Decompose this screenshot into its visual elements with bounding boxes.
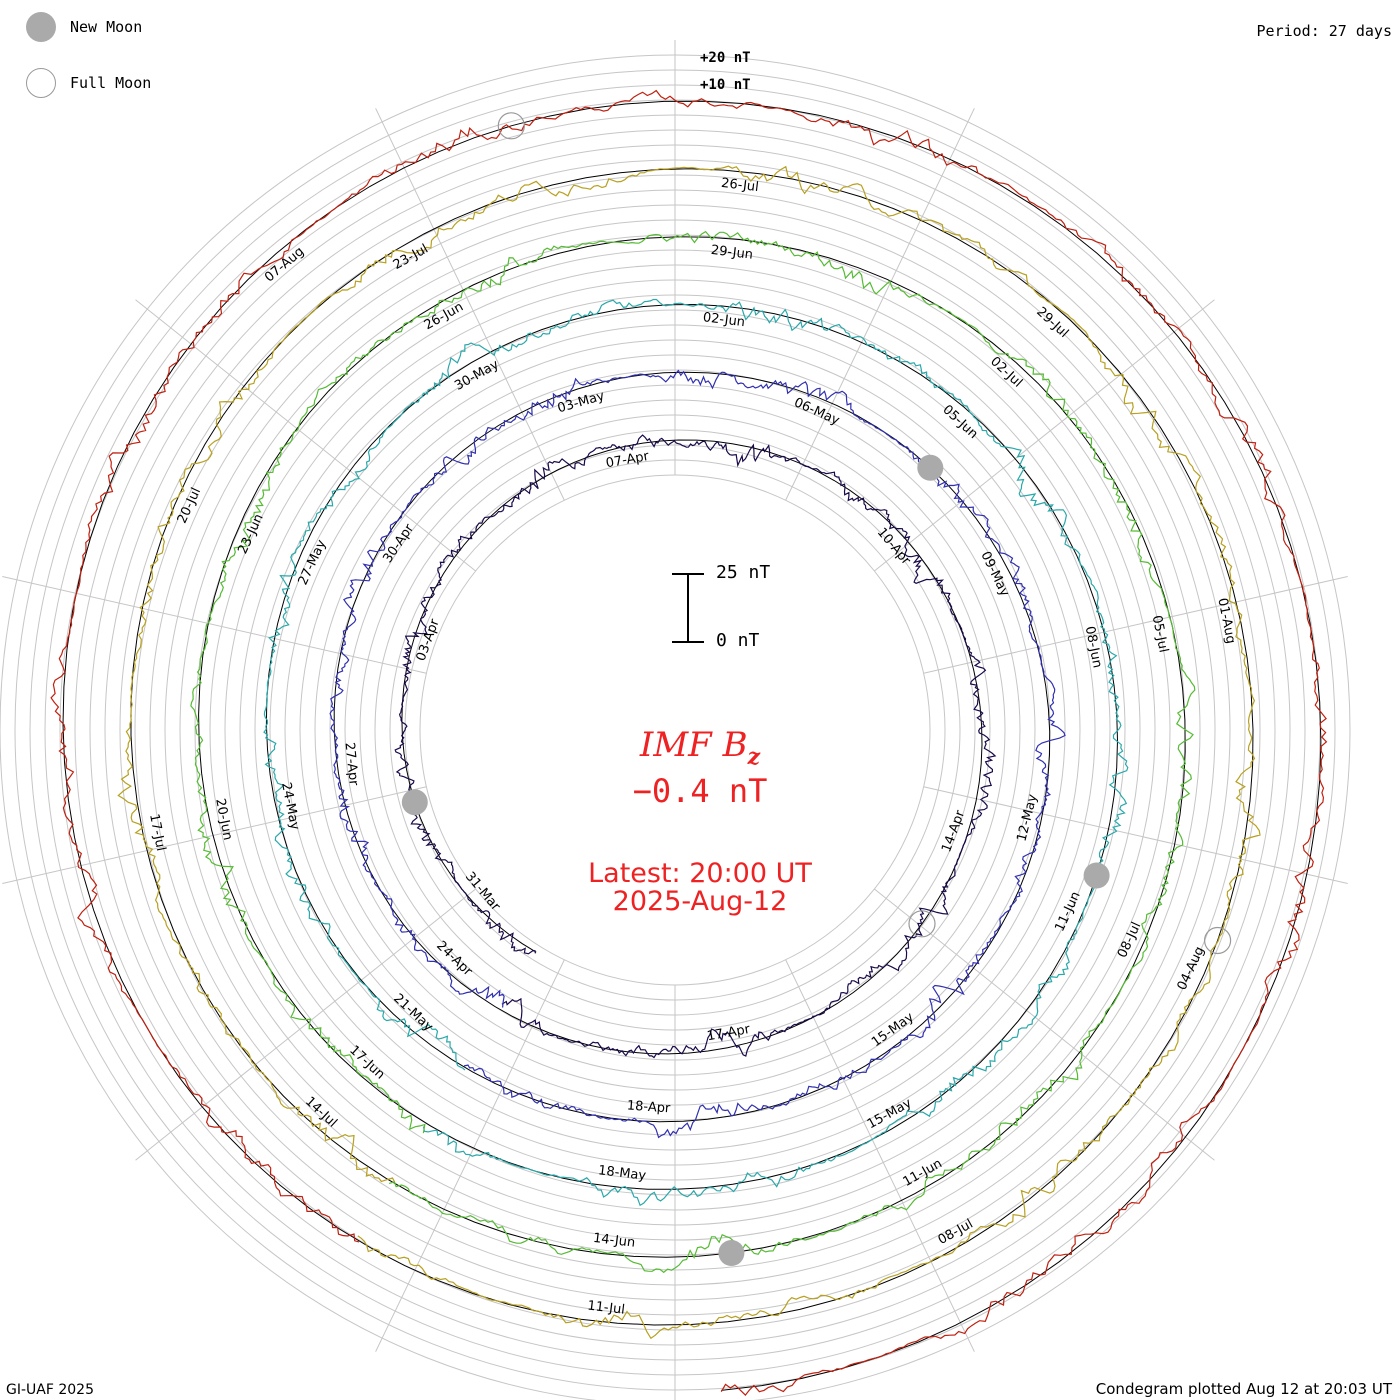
tick-label: 08-Jun bbox=[1082, 625, 1105, 669]
baseline-spiral-path bbox=[62, 100, 1322, 1391]
grid-spoke bbox=[2, 575, 427, 674]
full-moon-marker bbox=[1203, 926, 1232, 955]
tick-label: 23-Jun bbox=[235, 512, 266, 557]
full-moon-marker bbox=[497, 112, 525, 140]
legend-full-moon: Full Moon bbox=[26, 68, 151, 98]
new-moon-marker bbox=[718, 1240, 745, 1266]
tick-label: 24-Apr bbox=[433, 938, 475, 979]
tick-label: 29-Jul bbox=[1033, 304, 1071, 341]
tick-label: 27-Apr bbox=[341, 742, 361, 787]
tick-label: 17-Apr bbox=[706, 1022, 752, 1044]
tick-label: 17-Jul bbox=[146, 813, 168, 853]
new-moon-icon bbox=[26, 12, 56, 42]
tick-label: 11-Jul bbox=[587, 1298, 626, 1317]
tick-label: 11-Jun bbox=[901, 1156, 945, 1190]
series-line bbox=[117, 165, 1261, 1340]
footer-credit: GI-UAF 2025 bbox=[6, 1382, 94, 1398]
scale-top-label: +20 nT bbox=[700, 50, 751, 66]
tick-label: 02-Jun bbox=[702, 310, 746, 330]
tick-label: 26-Jun bbox=[422, 300, 466, 334]
tick-label: 14-Jun bbox=[592, 1231, 636, 1251]
grid-spoke bbox=[923, 575, 1348, 674]
scale-bar-top-label: 25 nT bbox=[716, 562, 771, 583]
date-tick-labels: 31-Mar03-Apr07-Apr10-Apr14-Apr17-Apr24-A… bbox=[146, 176, 1238, 1318]
baseline-spiral bbox=[62, 100, 1322, 1391]
full-moon-marker bbox=[908, 910, 936, 938]
data-series-lines bbox=[50, 89, 1328, 1396]
grid-spoke bbox=[785, 108, 975, 501]
scale-bar bbox=[672, 573, 704, 643]
grid-ring bbox=[344, 399, 1006, 1061]
moon-markers bbox=[401, 112, 1232, 1266]
series-line bbox=[329, 369, 1066, 1139]
grid-spoke bbox=[375, 959, 565, 1352]
tick-label: 18-May bbox=[597, 1163, 647, 1184]
scale-bar-bottom-label: 0 nT bbox=[716, 630, 760, 651]
tick-label: 18-Apr bbox=[626, 1098, 671, 1116]
period-label: Period: 27 days bbox=[1256, 22, 1392, 40]
tick-label: 01-Aug bbox=[1214, 597, 1238, 645]
full-moon-icon bbox=[26, 68, 56, 98]
series-line bbox=[50, 89, 1328, 1396]
tick-label: 03-Apr bbox=[414, 617, 443, 664]
tick-label: 29-Jun bbox=[710, 243, 754, 263]
grid-spoke bbox=[874, 299, 1215, 572]
tick-label: 04-Aug bbox=[1175, 944, 1208, 992]
legend-new-moon: New Moon bbox=[26, 12, 142, 42]
tick-label: 05-Jun bbox=[939, 402, 980, 442]
new-moon-marker bbox=[917, 454, 944, 481]
series-line bbox=[263, 298, 1129, 1207]
grid-ring bbox=[404, 459, 946, 1001]
tick-label: 15-May bbox=[869, 1010, 917, 1051]
grid-spoke bbox=[785, 959, 975, 1352]
tick-label: 24-May bbox=[278, 781, 302, 831]
tick-label: 05-Jul bbox=[1149, 614, 1171, 654]
tick-label: 06-May bbox=[792, 395, 842, 428]
tick-label: 31-Mar bbox=[462, 869, 503, 914]
tick-label: 03-May bbox=[556, 389, 607, 417]
grid-spokes bbox=[2, 40, 1348, 1400]
tick-label: 14-Apr bbox=[939, 808, 968, 855]
new-moon-marker bbox=[401, 789, 428, 816]
scale-second-label: +10 nT bbox=[700, 77, 751, 93]
grid-spoke bbox=[2, 786, 427, 885]
footer-plotted: Condegram plotted Aug 12 at 20:03 UT bbox=[1095, 1380, 1392, 1398]
new-moon-marker bbox=[1083, 862, 1110, 889]
legend-full-moon-label: Full Moon bbox=[70, 74, 152, 92]
series-line bbox=[394, 434, 997, 1059]
tick-label: 30-Apr bbox=[380, 521, 417, 566]
grid-ring bbox=[329, 384, 1021, 1076]
grid-spoke bbox=[375, 108, 565, 501]
grid-spoke bbox=[135, 888, 476, 1161]
tick-label: 10-Apr bbox=[874, 525, 914, 568]
grid-spoke bbox=[135, 299, 476, 572]
grid-spoke bbox=[874, 888, 1215, 1161]
tick-label: 30-May bbox=[452, 357, 502, 394]
legend-new-moon-label: New Moon bbox=[70, 18, 143, 36]
grid-spoke bbox=[923, 786, 1348, 885]
grid-ring bbox=[374, 429, 976, 1031]
tick-label: 26-Jul bbox=[720, 176, 759, 195]
series-line bbox=[190, 230, 1196, 1274]
